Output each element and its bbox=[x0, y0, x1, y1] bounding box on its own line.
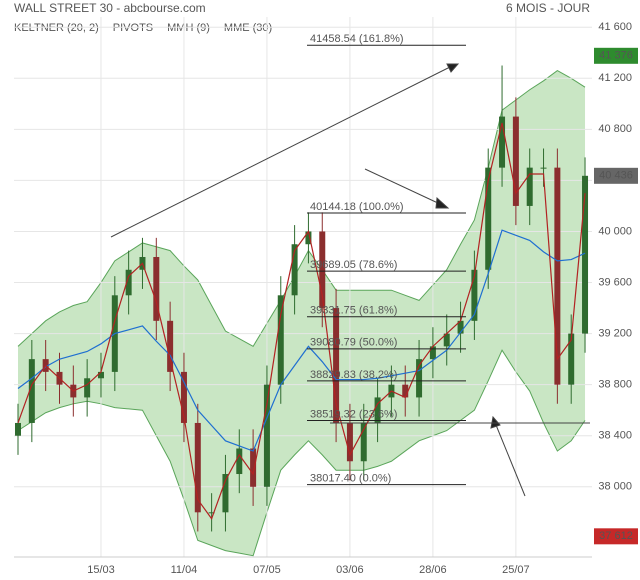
candle-body bbox=[443, 333, 450, 347]
candle-body bbox=[499, 116, 506, 168]
y-tick-label: 41 200 bbox=[598, 72, 632, 84]
candle-body bbox=[15, 422, 21, 436]
candle-body bbox=[263, 384, 270, 487]
grid bbox=[14, 17, 592, 557]
arrow-head bbox=[435, 196, 450, 209]
x-tick-label: 03/06 bbox=[336, 564, 364, 576]
band-upper bbox=[17, 70, 586, 348]
price-tag-label: 41 376 bbox=[599, 50, 633, 62]
band-fill bbox=[18, 70, 586, 556]
legend: KELTNER (20, 2) PIVOTS MMH (9) MME (30) bbox=[14, 22, 272, 34]
chart-title: WALL STREET 30 - abcbourse.com bbox=[14, 1, 206, 15]
band-lower bbox=[17, 349, 586, 557]
candle-body bbox=[305, 231, 312, 245]
candle-body bbox=[360, 422, 367, 462]
indicator-line bbox=[17, 229, 586, 452]
y-tick-label: 39 600 bbox=[598, 276, 632, 288]
candle-body bbox=[250, 448, 257, 487]
y-tick-label: 38 400 bbox=[598, 430, 632, 442]
x-tick-label: 11/04 bbox=[171, 564, 198, 576]
candles bbox=[15, 65, 589, 532]
candle-body bbox=[526, 167, 533, 206]
y-tick-label: 39 200 bbox=[598, 328, 632, 340]
candle-body bbox=[167, 320, 174, 372]
fib-label: 39689.05 (78.6%) bbox=[310, 259, 397, 271]
candle-body bbox=[471, 269, 478, 321]
candle-body bbox=[402, 384, 409, 398]
candle-body bbox=[512, 116, 519, 206]
price-tag bbox=[594, 47, 638, 64]
arrow-head bbox=[446, 63, 460, 73]
price-tag bbox=[594, 167, 638, 184]
drawings bbox=[110, 63, 590, 497]
fib-label: 38519.32 (23.6%) bbox=[310, 408, 397, 420]
candle-body bbox=[277, 295, 284, 385]
candle-body bbox=[540, 167, 547, 169]
candle-body bbox=[28, 359, 35, 423]
legend-entry: MMH (9) bbox=[167, 22, 210, 34]
candle-body bbox=[554, 167, 561, 385]
indicator-lines bbox=[17, 122, 586, 520]
candle-body bbox=[457, 320, 464, 334]
trend-line bbox=[110, 65, 453, 238]
keltner-band bbox=[17, 70, 586, 557]
candle-body bbox=[194, 422, 201, 513]
candle-body bbox=[291, 244, 298, 296]
fib-label: 39080.79 (50.0%) bbox=[310, 337, 397, 349]
y-tick-label: 38 000 bbox=[598, 481, 632, 493]
x-tick-label: 15/03 bbox=[87, 564, 115, 576]
y-tick-label: 38 800 bbox=[598, 379, 632, 391]
candle-body bbox=[485, 167, 492, 270]
candle-body bbox=[84, 378, 91, 398]
candle-body bbox=[416, 359, 423, 398]
candle-body bbox=[180, 371, 187, 423]
candle-body bbox=[346, 422, 353, 462]
legend-entry: KELTNER (20, 2) bbox=[14, 22, 99, 34]
candle-body bbox=[208, 512, 215, 514]
fib-label: 41458.54 (161.8%) bbox=[310, 33, 404, 45]
fib-label: 38829.83 (38.2%) bbox=[310, 369, 397, 381]
period: 6 MOIS - JOUR bbox=[506, 1, 590, 15]
candle-body bbox=[568, 333, 575, 385]
fib-label: 40144.18 (100.0%) bbox=[310, 201, 404, 213]
price-tag-label: 40 436 bbox=[599, 170, 633, 182]
candle-body bbox=[429, 346, 436, 360]
legend-entry: PIVOTS bbox=[113, 22, 153, 34]
price-tag bbox=[594, 528, 638, 545]
price-tag-label: 37 612 bbox=[599, 530, 633, 542]
candle-body bbox=[236, 448, 243, 475]
legend-entry: MME (30) bbox=[224, 22, 272, 34]
y-tick-label: 40 000 bbox=[598, 225, 632, 237]
candle-body bbox=[222, 474, 229, 513]
trend-line bbox=[364, 168, 441, 205]
x-tick-label: 28/06 bbox=[419, 564, 447, 576]
x-tick-label: 07/05 bbox=[253, 564, 281, 576]
candle-body bbox=[125, 269, 132, 296]
y-tick-label: 40 800 bbox=[598, 123, 632, 135]
fib-label: 39331.75 (61.8%) bbox=[310, 305, 397, 317]
y-tick-label: 41 600 bbox=[598, 21, 632, 33]
candle-body bbox=[582, 175, 589, 334]
candle-body bbox=[319, 231, 326, 309]
x-tick-label: 25/07 bbox=[502, 564, 530, 576]
trend-line bbox=[495, 424, 526, 497]
candle-body bbox=[153, 257, 160, 321]
fib-label: 38017.40 (0.0%) bbox=[310, 472, 391, 484]
fibonacci: 41458.54 (161.8%) 40144.18 (100.0%) 39689.… bbox=[307, 33, 466, 486]
candle-body bbox=[97, 371, 104, 379]
candle-body bbox=[333, 308, 340, 423]
indicator-line bbox=[17, 122, 586, 520]
candle-body bbox=[374, 397, 381, 423]
